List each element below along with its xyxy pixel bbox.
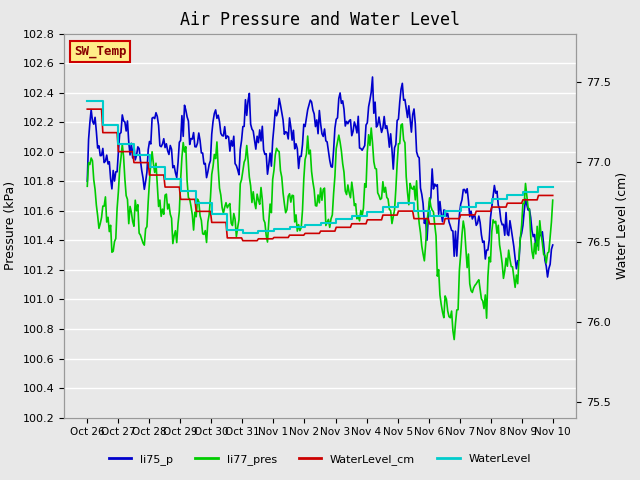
li75_p <box>369 74 376 80</box>
Y-axis label: Pressure (kPa): Pressure (kPa) <box>4 181 17 270</box>
Line: WaterLevel_cm: WaterLevel_cm <box>87 109 553 240</box>
li75_p <box>549 242 557 248</box>
Y-axis label: Water Level (cm): Water Level (cm) <box>616 172 629 279</box>
WaterLevel_cm <box>549 192 557 198</box>
li77_pres <box>83 183 91 189</box>
li75_p <box>287 124 294 130</box>
li75_p <box>246 91 253 96</box>
li75_p <box>222 136 230 142</box>
WaterLevel_cm <box>222 219 230 225</box>
li77_pres <box>237 177 245 182</box>
WaterLevel_cm <box>524 197 532 203</box>
Line: li75_p: li75_p <box>87 77 553 277</box>
WaterLevel <box>288 224 296 230</box>
li75_p <box>83 179 91 184</box>
WaterLevel_cm <box>237 235 245 241</box>
li77_pres <box>246 174 253 180</box>
WaterLevel <box>524 189 532 195</box>
WaterLevel <box>237 227 245 233</box>
li77_pres <box>399 121 406 127</box>
WaterLevel_cm <box>141 160 148 166</box>
WaterLevel <box>549 185 557 191</box>
Line: WaterLevel: WaterLevel <box>87 101 553 233</box>
WaterLevel <box>222 212 230 217</box>
li77_pres <box>287 199 294 205</box>
Text: SW_Temp: SW_Temp <box>74 45 127 58</box>
li75_p <box>141 186 148 192</box>
Title: Air Pressure and Water Level: Air Pressure and Water Level <box>180 11 460 29</box>
li77_pres <box>451 336 458 342</box>
li77_pres <box>222 200 230 205</box>
WaterLevel <box>247 230 255 236</box>
Legend: li75_p, li77_pres, WaterLevel_cm, WaterLevel: li75_p, li77_pres, WaterLevel_cm, WaterL… <box>104 450 536 469</box>
li77_pres <box>141 242 148 248</box>
WaterLevel <box>83 98 91 104</box>
WaterLevel_cm <box>239 238 246 243</box>
li77_pres <box>525 206 533 212</box>
li75_p <box>237 138 245 144</box>
li75_p <box>524 207 532 213</box>
Line: li77_pres: li77_pres <box>87 124 553 339</box>
WaterLevel_cm <box>247 238 255 243</box>
WaterLevel_cm <box>83 106 91 112</box>
li75_p <box>544 274 552 280</box>
WaterLevel_cm <box>288 232 296 238</box>
WaterLevel <box>239 230 246 236</box>
WaterLevel <box>141 152 148 157</box>
li77_pres <box>549 197 557 203</box>
